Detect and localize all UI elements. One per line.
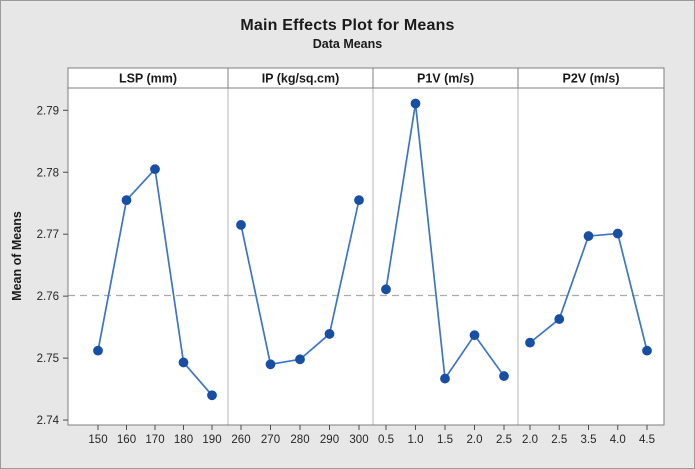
- data-point: [410, 98, 421, 109]
- x-tick-label: 1.5: [437, 434, 453, 446]
- data-point: [178, 357, 189, 368]
- y-tick-label: 2.78: [37, 167, 59, 179]
- data-point: [324, 329, 335, 339]
- x-tick-label: 300: [349, 434, 368, 446]
- data-point: [642, 345, 652, 356]
- y-tick-label: 2.75: [37, 353, 59, 365]
- y-tick-label: 2.74: [37, 415, 60, 427]
- x-tick-label: 0.5: [378, 434, 394, 446]
- x-tick-label: 3.5: [581, 434, 597, 446]
- x-tick-label: 170: [145, 434, 164, 446]
- data-point: [265, 359, 276, 370]
- x-tick-label: 160: [117, 434, 136, 446]
- panel-header-label: IP (kg/sq.cm): [262, 72, 340, 86]
- data-point: [295, 354, 305, 365]
- x-tick-label: 270: [261, 434, 280, 446]
- panel-header-label: P1V (m/s): [417, 72, 474, 86]
- data-point: [236, 220, 246, 230]
- data-point: [93, 345, 103, 356]
- data-point: [121, 195, 132, 206]
- data-point: [440, 373, 450, 384]
- x-tick-label: 1.0: [408, 434, 424, 446]
- plot-area-background: [68, 88, 664, 425]
- x-tick-label: 260: [231, 434, 250, 446]
- y-tick-label: 2.77: [37, 229, 59, 241]
- data-point: [554, 314, 565, 324]
- x-tick-label: 2.0: [467, 434, 483, 446]
- data-point: [150, 164, 160, 175]
- data-point: [525, 337, 535, 348]
- x-tick-label: 4.0: [610, 434, 626, 446]
- data-point: [583, 231, 594, 241]
- x-tick-label: 2.5: [551, 434, 567, 446]
- y-tick-label: 2.79: [37, 105, 59, 117]
- data-point: [381, 284, 391, 295]
- data-point: [354, 195, 364, 206]
- panel-header-label: P2V (m/s): [563, 72, 620, 86]
- x-tick-label: 280: [290, 434, 309, 446]
- data-point: [469, 330, 480, 341]
- x-tick-label: 290: [320, 434, 339, 446]
- plot-area-border: [67, 87, 665, 426]
- x-tick-label: 150: [88, 434, 107, 446]
- x-tick-label: 2.5: [496, 434, 512, 446]
- data-point: [207, 390, 217, 401]
- y-tick-label: 2.76: [37, 291, 59, 303]
- x-tick-label: 4.5: [639, 434, 655, 446]
- data-point: [499, 371, 509, 381]
- x-tick-label: 2.0: [522, 434, 538, 446]
- panel-header-label: LSP (mm): [119, 72, 177, 86]
- data-point: [612, 228, 623, 239]
- chart-title: Main Effects Plot for Means: [240, 17, 455, 34]
- chart-subtitle: Data Means: [312, 37, 383, 51]
- x-tick-label: 190: [202, 434, 221, 446]
- x-tick-label: 180: [174, 434, 193, 446]
